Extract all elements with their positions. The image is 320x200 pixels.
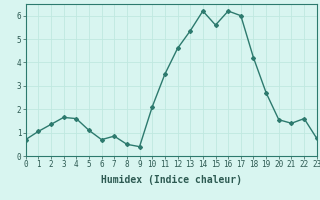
- X-axis label: Humidex (Indice chaleur): Humidex (Indice chaleur): [101, 175, 242, 185]
